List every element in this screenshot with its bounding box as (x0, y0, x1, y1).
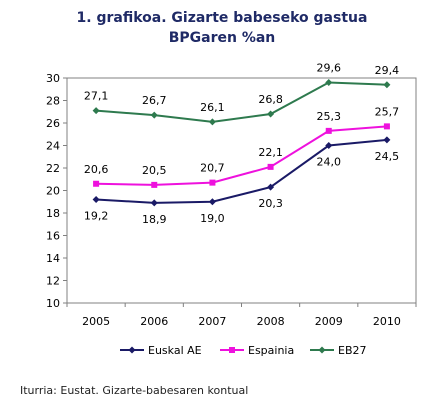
y-tick-label: 24 (46, 140, 60, 153)
data-point (267, 163, 274, 170)
series-line-1 (96, 138, 388, 204)
y-tick-label: 20 (46, 185, 60, 198)
series-line-3 (96, 81, 387, 123)
y-tick-label: 18 (46, 207, 60, 220)
data-point (267, 183, 275, 191)
x-tick-label: 2007 (198, 315, 226, 328)
y-tick-label: 30 (46, 72, 60, 85)
chart-title-line1: 1. grafikoa. Gizarte babeseko gastua (76, 10, 368, 26)
y-tick-label: 12 (46, 275, 60, 288)
data-label: 20,6 (84, 163, 109, 176)
y-tick-label: 14 (46, 252, 60, 265)
legend-label: EB27 (338, 344, 367, 357)
x-tick-label: 2010 (373, 315, 401, 328)
legend-label: Euskal AE (148, 344, 202, 357)
data-label: 20,3 (258, 197, 283, 210)
data-point (209, 179, 216, 186)
data-point (208, 118, 216, 126)
data-label: 26,7 (142, 94, 167, 107)
x-tick-label: 2006 (140, 315, 168, 328)
data-label: 19,2 (84, 210, 109, 223)
data-point (208, 198, 216, 206)
data-label: 24,5 (375, 150, 400, 163)
data-point (383, 136, 391, 144)
data-point (383, 81, 391, 89)
legend-marker (229, 347, 235, 353)
data-label: 24,0 (317, 156, 342, 169)
y-tick-label: 26 (46, 117, 60, 130)
y-tick-label: 10 (46, 297, 60, 310)
series-line-2 (96, 125, 387, 186)
y-tick-label: 28 (46, 95, 60, 108)
data-point (93, 180, 100, 187)
data-label: 25,7 (375, 105, 400, 118)
y-tick-label: 16 (46, 230, 60, 243)
data-label: 18,9 (142, 213, 167, 226)
data-label: 27,1 (84, 90, 109, 103)
data-point (92, 107, 100, 115)
data-point (151, 181, 158, 188)
source-note: Iturria: Eustat. Gizarte-babesaren kontu… (20, 384, 249, 397)
data-label: 25,3 (317, 110, 342, 123)
legend-marker (128, 346, 136, 354)
chart-title-line2: BPGaren %an (168, 30, 276, 46)
x-tick-label: 2008 (257, 315, 285, 328)
x-tick-label: 2009 (315, 315, 343, 328)
legend-marker (318, 346, 326, 354)
data-point (383, 123, 390, 130)
data-point (150, 111, 158, 119)
data-label: 29,6 (317, 62, 342, 75)
x-tick-label: 2005 (82, 315, 110, 328)
data-label: 20,7 (200, 162, 225, 175)
data-point (150, 199, 158, 207)
data-point (267, 110, 275, 118)
data-point (325, 127, 332, 134)
data-point (92, 196, 100, 203)
y-tick-label: 22 (46, 162, 60, 175)
data-point (325, 142, 333, 149)
data-point (325, 79, 333, 86)
data-label: 20,5 (142, 164, 167, 177)
data-label: 29,4 (375, 64, 400, 77)
data-label: 26,8 (258, 93, 283, 106)
data-label: 19,0 (200, 212, 225, 225)
data-label: 26,1 (200, 101, 225, 114)
data-label: 22,1 (258, 146, 283, 159)
legend-label: Espainia (248, 344, 294, 357)
